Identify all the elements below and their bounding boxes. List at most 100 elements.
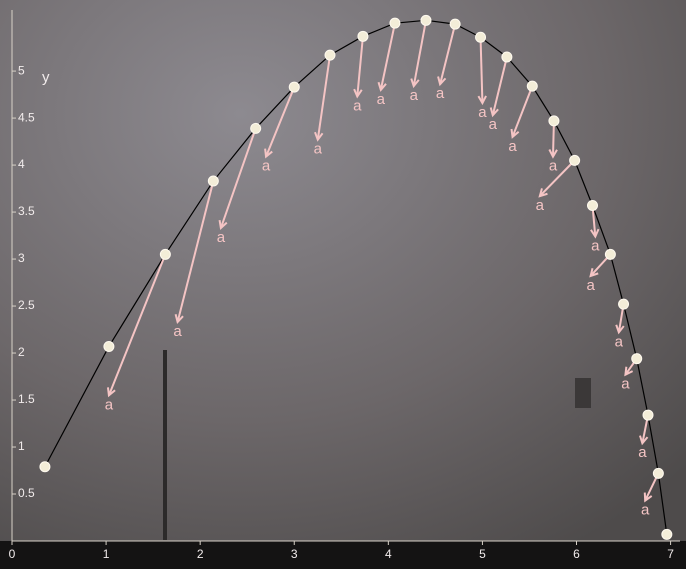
data-point — [39, 461, 51, 473]
acceleration-arrow — [107, 253, 167, 396]
acceleration-arrow — [491, 56, 508, 116]
data-point — [501, 51, 513, 63]
arrow-head — [410, 78, 420, 89]
arrow-label: a — [638, 444, 647, 461]
acceleration-arrow — [479, 37, 484, 104]
data-point — [569, 154, 581, 166]
data-point — [324, 49, 336, 61]
acceleration-arrow — [356, 36, 364, 97]
x-tick-label: 5 — [479, 547, 486, 561]
data-point — [652, 467, 664, 479]
arrow-label: a — [641, 502, 650, 519]
acceleration-arrow — [265, 86, 296, 157]
y-tick-label: 5 — [18, 63, 25, 77]
arrow-head — [639, 435, 649, 446]
acceleration-arrow — [439, 23, 457, 85]
arrow-label: a — [353, 97, 362, 114]
data-point — [526, 80, 538, 92]
x-tick-label: 6 — [573, 547, 580, 561]
arrow-head — [353, 88, 363, 99]
y-tick-label: 1 — [18, 439, 25, 453]
arrow-head — [643, 492, 653, 503]
arrow-label: a — [173, 323, 182, 340]
y-tick-label: 2.5 — [18, 298, 35, 312]
data-point — [548, 115, 560, 127]
x-tick-label: 4 — [385, 547, 392, 561]
arrow-label: a — [489, 116, 498, 133]
acceleration-arrow — [219, 128, 257, 229]
arrow-label: a — [217, 229, 226, 246]
arrow-label: a — [508, 138, 517, 155]
data-point — [250, 122, 262, 134]
x-tick-label: 0 — [9, 547, 16, 561]
acceleration-arrow — [511, 85, 534, 138]
x-tick-label: 7 — [667, 547, 674, 561]
acceleration-arrow — [176, 180, 215, 323]
arrow-head — [264, 148, 273, 159]
arrow-label: a — [615, 333, 624, 350]
data-point — [103, 340, 115, 352]
y-axis-label: y — [42, 69, 50, 86]
data-point — [449, 18, 461, 30]
arrow-head — [538, 188, 548, 198]
data-point — [389, 17, 401, 29]
arrow-head — [489, 107, 499, 118]
arrow-label: a — [621, 376, 630, 393]
arrow-head — [314, 131, 324, 142]
arrow-label: a — [536, 197, 545, 214]
background-object — [575, 378, 591, 408]
data-point — [207, 175, 219, 187]
y-tick-label: 0.5 — [18, 486, 35, 500]
arrow-head — [510, 128, 520, 139]
data-point — [618, 298, 630, 310]
arrow-head — [548, 149, 558, 159]
arrow-label: a — [478, 104, 487, 121]
y-tick-label: 1.5 — [18, 392, 35, 406]
y-tick-label: 4 — [18, 157, 25, 171]
x-tick-label: 3 — [291, 547, 298, 561]
arrow-label: a — [377, 91, 386, 108]
acceleration-arrow — [379, 22, 396, 91]
data-point — [357, 30, 369, 42]
data-point — [159, 248, 171, 260]
data-point — [587, 199, 599, 211]
x-tick-label: 1 — [103, 547, 110, 561]
arrow-label: a — [436, 85, 445, 102]
acceleration-arrow — [316, 54, 331, 140]
arrow-label: a — [314, 141, 323, 158]
arrow-label: a — [262, 158, 271, 175]
arrow-label: a — [586, 277, 595, 294]
background-pole — [163, 350, 167, 540]
arrow-head — [437, 76, 447, 87]
data-point — [475, 31, 487, 43]
acceleration-arrow — [539, 159, 576, 197]
floor-strip — [0, 541, 686, 569]
arrow-head — [174, 314, 184, 325]
arrow-head — [590, 228, 600, 239]
arrow-label: a — [105, 396, 114, 413]
data-point — [631, 353, 643, 365]
acceleration-arrow — [412, 20, 427, 87]
arrow-head — [106, 387, 116, 398]
arrow-head — [218, 219, 228, 231]
acceleration-arrow — [551, 120, 555, 157]
arrow-label: a — [549, 158, 558, 175]
arrow-label: a — [410, 87, 419, 104]
arrow-head — [377, 81, 387, 92]
data-point — [288, 81, 300, 93]
y-tick-label: 2 — [18, 345, 25, 359]
y-tick-label: 3.5 — [18, 204, 35, 218]
x-tick-label: 2 — [197, 547, 204, 561]
arrow-head — [589, 267, 599, 278]
data-point — [604, 248, 616, 260]
data-point — [642, 409, 654, 421]
data-point — [661, 528, 673, 540]
arrow-head — [477, 95, 487, 106]
y-tick-label: 3 — [18, 251, 25, 265]
arrow-head — [615, 324, 625, 335]
arrow-head — [624, 366, 634, 377]
data-point — [420, 14, 432, 26]
arrow-label: a — [591, 237, 600, 254]
